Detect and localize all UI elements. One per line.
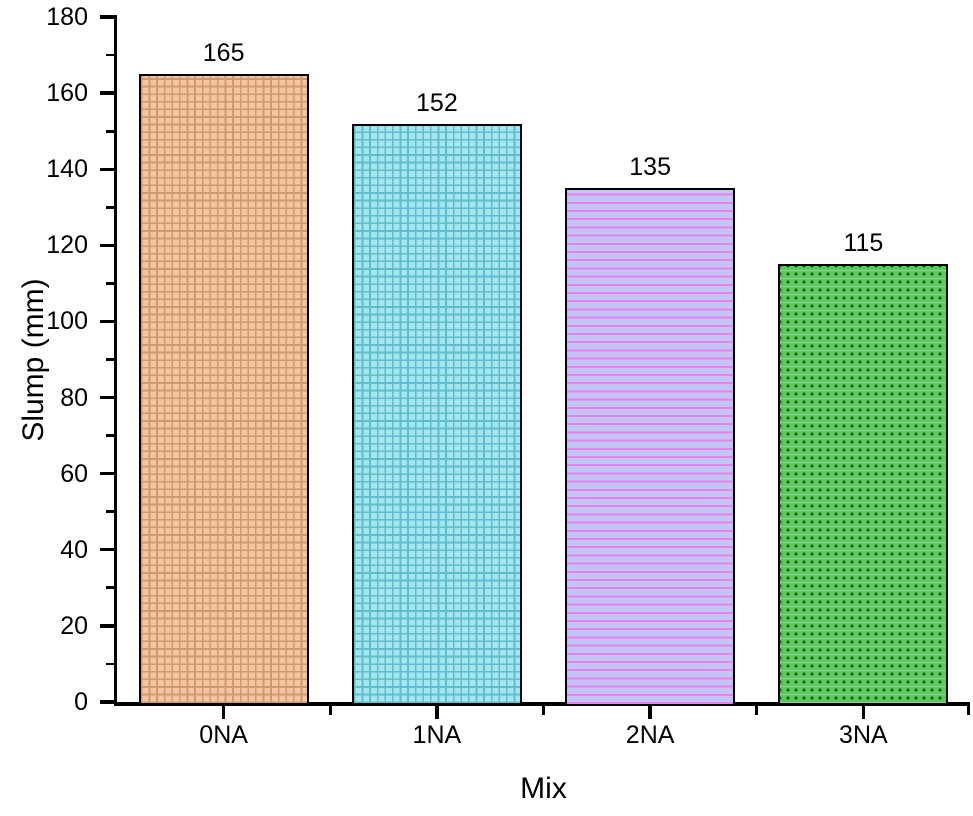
x-major-tick — [435, 705, 439, 719]
y-tick-label: 60 — [60, 459, 88, 488]
y-axis-spine — [113, 15, 117, 706]
x-axis-title: Mix — [520, 772, 567, 805]
x-minor-tick — [328, 705, 332, 715]
y-tick-label: 120 — [46, 231, 88, 260]
y-major-tick — [99, 167, 114, 171]
y-major-tick — [99, 395, 114, 400]
y-tick-label: 140 — [46, 155, 88, 184]
y-tick-label: 40 — [60, 535, 88, 564]
x-axis-spine — [113, 702, 970, 706]
y-minor-tick — [105, 129, 114, 133]
y-major-tick — [99, 700, 114, 704]
y-major-tick — [99, 91, 114, 95]
y-tick-label: 0 — [74, 688, 88, 716]
x-major-tick — [861, 705, 866, 719]
y-major-tick — [99, 624, 114, 628]
bar-value-label: 135 — [629, 153, 671, 182]
y-major-tick — [99, 243, 114, 248]
bar-value-label: 152 — [416, 88, 458, 117]
y-tick-label: 180 — [46, 3, 88, 31]
y-major-tick — [99, 548, 114, 552]
y-minor-tick — [105, 53, 114, 57]
bar-value-label: 115 — [843, 229, 884, 258]
y-minor-tick — [105, 434, 114, 437]
x-minor-tick — [542, 705, 545, 715]
x-minor-tick — [755, 705, 759, 715]
x-category-label: 3NA — [839, 721, 888, 749]
y-tick-label: 100 — [46, 307, 88, 336]
y-major-tick — [99, 471, 114, 476]
bar-2NA — [565, 188, 736, 706]
y-minor-tick — [105, 205, 114, 209]
x-category-label: 0NA — [199, 721, 248, 749]
y-minor-tick — [105, 662, 114, 666]
x-category-label: 1NA — [412, 721, 462, 749]
y-minor-tick — [105, 586, 114, 590]
x-category-label: 2NA — [625, 721, 675, 749]
y-tick-label: 80 — [60, 383, 88, 412]
bar-1NA — [351, 123, 522, 706]
y-minor-tick — [105, 358, 114, 361]
bar-3NA — [778, 264, 949, 706]
x-minor-tick — [967, 705, 970, 715]
y-tick-label: 160 — [46, 79, 88, 108]
y-minor-tick — [105, 510, 114, 514]
y-major-tick — [99, 319, 114, 324]
y-minor-tick — [105, 281, 114, 285]
y-tick-label: 20 — [60, 611, 88, 640]
x-major-tick — [221, 705, 226, 719]
y-major-tick — [99, 15, 114, 19]
x-major-tick — [648, 705, 652, 719]
bar-0NA — [138, 74, 309, 706]
bar-value-label: 165 — [202, 39, 245, 68]
